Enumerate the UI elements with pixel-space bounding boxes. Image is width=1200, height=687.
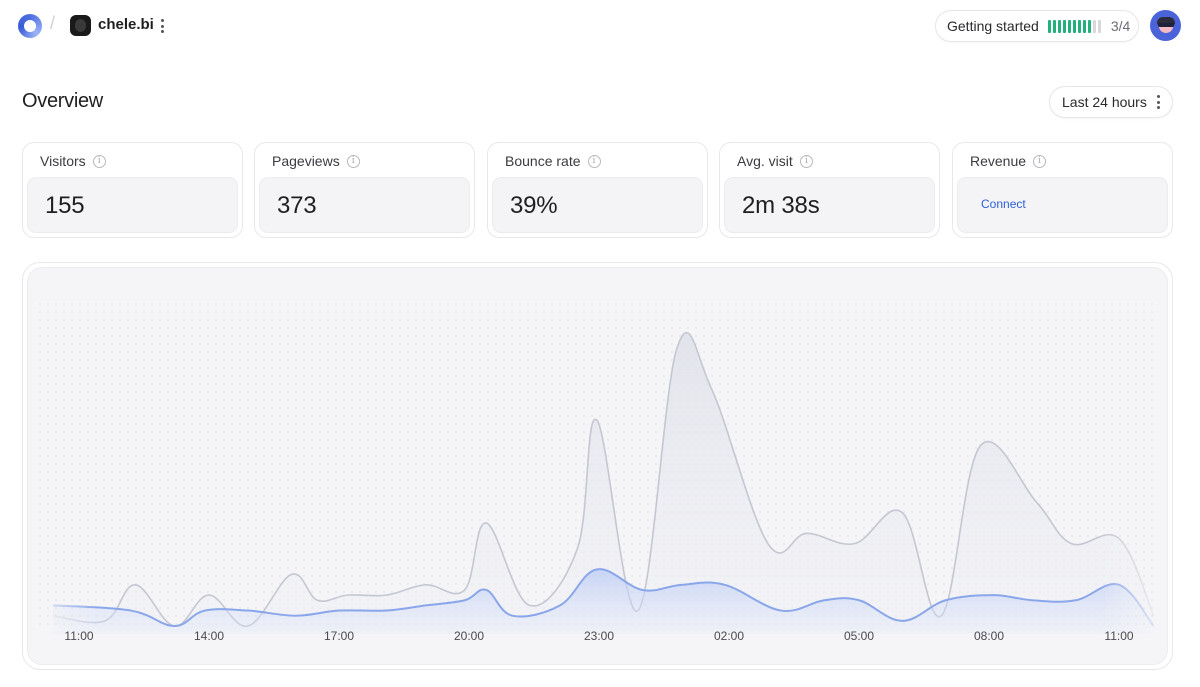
getting-started-progress-bar	[1047, 19, 1101, 33]
pageviews-series	[52, 331, 1155, 634]
more-vertical-icon	[1157, 95, 1161, 109]
revenue-label: Revenue	[970, 153, 1027, 169]
progress-segment	[1092, 19, 1096, 33]
top-bar: / chele.bi Getting started 3/4	[0, 0, 1200, 52]
bounce-rate-label: Bounce rate	[505, 153, 581, 169]
traffic-chart[interactable]: 11:00 14:00 17:00 20:00 23:00 02:00 05:00 08:00…	[27, 267, 1168, 665]
x-tick-label: 23:00	[584, 629, 614, 643]
visitors-series	[52, 568, 1155, 634]
x-tick-label: 20:00	[454, 629, 484, 643]
bounce-rate-value-box: 39%	[492, 177, 703, 233]
info-icon[interactable]: i	[587, 154, 601, 168]
connect-revenue-link[interactable]: Connect	[981, 197, 1026, 211]
traffic-chart-card: 11:00 14:00 17:00 20:00 23:00 02:00 05:00 08:00…	[22, 262, 1173, 670]
progress-segment	[1072, 19, 1076, 33]
info-icon[interactable]: i	[346, 154, 360, 168]
x-tick-label: 08:00	[974, 629, 1004, 643]
getting-started-button[interactable]: Getting started 3/4	[935, 10, 1139, 42]
bounce-rate-value: 39%	[510, 192, 558, 219]
pageviews-label: Pageviews	[272, 153, 340, 169]
visitors-value: 155	[45, 192, 85, 219]
avg-visit-card[interactable]: Avg. visit i 2m 38s	[719, 142, 940, 238]
visitors-series-area	[53, 569, 1154, 634]
revenue-card[interactable]: Revenue i Connect	[952, 142, 1173, 238]
avg-visit-label: Avg. visit	[737, 153, 793, 169]
progress-segment	[1087, 19, 1091, 33]
site-favicon[interactable]	[70, 15, 91, 36]
time-range-button[interactable]: Last 24 hours	[1049, 86, 1173, 118]
x-tick-label: 11:00	[1104, 629, 1133, 643]
x-tick-label: 17:00	[324, 629, 354, 643]
x-tick-label: 02:00	[714, 629, 744, 643]
getting-started-count: 3/4	[1110, 18, 1131, 34]
breadcrumb-separator: /	[50, 13, 56, 33]
visitors-card[interactable]: Visitors i 155	[22, 142, 243, 238]
pageviews-series-area	[53, 332, 1154, 634]
progress-segment	[1077, 19, 1081, 33]
visitors-series-line	[52, 568, 1155, 627]
site-name[interactable]: chele.bi	[98, 16, 154, 33]
revenue-value-box: Connect	[957, 177, 1168, 233]
info-icon[interactable]: i	[799, 154, 813, 168]
avg-visit-value-box: 2m 38s	[724, 177, 935, 233]
traffic-chart-svg: 11:00 14:00 17:00 20:00 23:00 02:00 05:00 08:00…	[38, 298, 1159, 643]
progress-segment	[1052, 19, 1056, 33]
progress-segment	[1057, 19, 1061, 33]
info-icon[interactable]: i	[1033, 154, 1047, 168]
progress-segment	[1062, 19, 1066, 33]
progress-segment	[1082, 19, 1086, 33]
pageviews-value: 373	[277, 192, 317, 219]
progress-segment	[1097, 19, 1101, 33]
pageviews-value-box: 373	[259, 177, 470, 233]
avg-visit-value: 2m 38s	[742, 192, 820, 219]
user-avatar[interactable]	[1150, 10, 1181, 41]
page-title: Overview	[22, 90, 103, 112]
info-icon[interactable]: i	[92, 154, 106, 168]
bounce-rate-card[interactable]: Bounce rate i 39%	[487, 142, 708, 238]
time-range-label: Last 24 hours	[1062, 94, 1147, 110]
logo-icon[interactable]	[18, 14, 42, 38]
x-tick-label: 05:00	[844, 629, 874, 643]
pageviews-card[interactable]: Pageviews i 373	[254, 142, 475, 238]
site-more-icon[interactable]	[160, 19, 164, 33]
x-tick-label: 14:00	[194, 629, 224, 643]
x-tick-label: 11:00	[64, 629, 93, 643]
visitors-label: Visitors	[40, 153, 86, 169]
progress-segment	[1067, 19, 1071, 33]
progress-segment	[1047, 19, 1051, 33]
pageviews-series-line	[52, 331, 1155, 627]
getting-started-label: Getting started	[947, 18, 1039, 34]
visitors-value-box: 155	[27, 177, 238, 233]
